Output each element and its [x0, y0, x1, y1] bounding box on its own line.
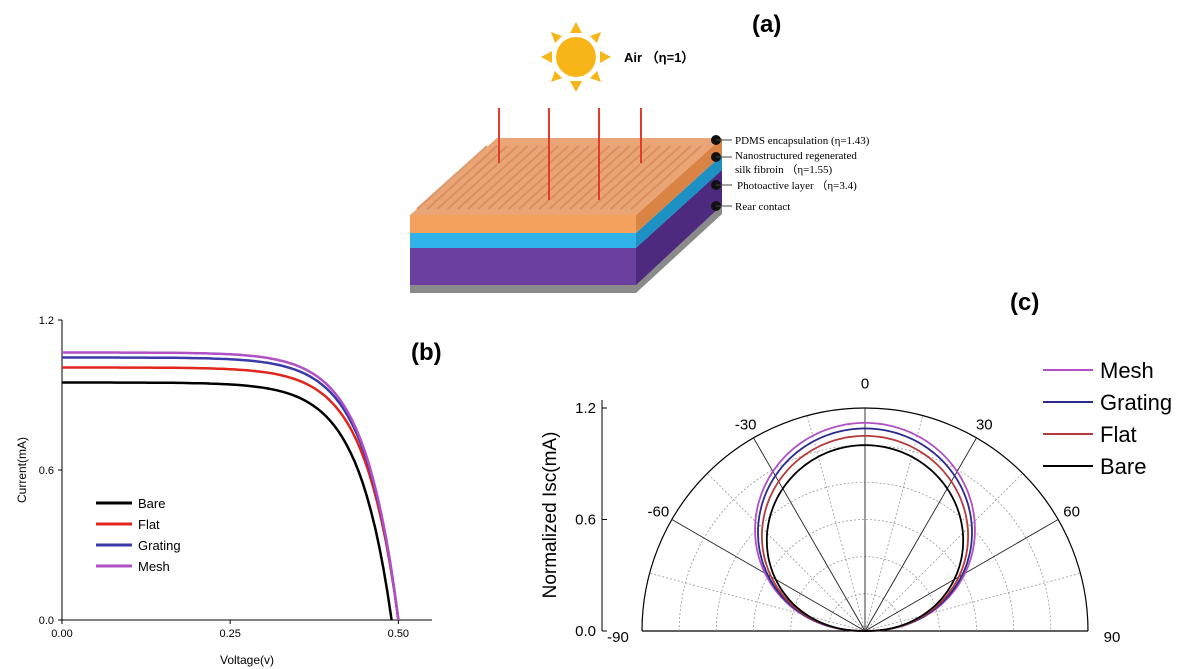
b-legend-label: Grating	[138, 538, 181, 553]
c-legend-label: Bare	[1100, 454, 1146, 479]
light-rays	[498, 108, 642, 200]
b-x-tick-label: 0.25	[219, 628, 240, 640]
c-angle-label: 30	[976, 416, 993, 433]
c-spoke	[707, 473, 866, 632]
c-spoke	[649, 572, 866, 632]
panel-a-label: (a)	[752, 11, 781, 38]
c-grid-arc	[678, 445, 1052, 632]
layer-callouts: PDMS encapsulation (η=1.43) Nanostructur…	[711, 135, 870, 213]
panel-c-label: (c)	[1010, 289, 1039, 316]
b-y-tick-label: 0.0	[39, 615, 54, 627]
c-angle-label: 0	[861, 375, 869, 392]
b-x-axis-label: Voltage(v)	[220, 653, 274, 667]
panel-b-label: (b)	[411, 339, 442, 366]
c-spoke	[806, 415, 866, 632]
c-angle-label: -60	[648, 504, 670, 521]
b-curve-mesh	[62, 351, 400, 621]
c-spoke	[864, 473, 1023, 632]
b-y-tick-label: 0.6	[39, 465, 54, 477]
b-curve-bare	[62, 381, 393, 621]
b-x-tick-label: 0.50	[388, 628, 409, 640]
c-grid-arc	[753, 519, 977, 632]
c-legend-label: Grating	[1100, 390, 1172, 415]
c-y-axis-label: Normalized Isc(mA)	[540, 432, 561, 599]
callout-rear-contact: Rear contact	[735, 201, 790, 213]
c-curve-bare	[765, 444, 965, 632]
c-legend-label: Mesh	[1100, 358, 1154, 383]
c-grid-arc	[827, 593, 903, 632]
b-y-tick-label: 1.2	[39, 315, 54, 327]
c-r-tick-label: 0.0	[575, 623, 596, 640]
device-stack	[410, 138, 722, 293]
c-angle-label: 60	[1063, 504, 1080, 521]
panel-a: (a) Air （η=1）	[410, 11, 870, 293]
panel-b: (b) 0.00 0.25 0.50 0.0 0.6 1.2 Bare Flat Gratin…	[15, 315, 442, 667]
b-legend-label: Mesh	[138, 559, 170, 574]
sun-icon	[541, 22, 611, 92]
c-spoke	[753, 437, 866, 632]
air-label: Air （η=1）	[624, 50, 694, 65]
b-curve-flat	[62, 366, 400, 621]
c-r-tick-label: 0.6	[575, 512, 596, 529]
c-angle-label: 90	[1104, 629, 1121, 646]
c-curve-mesh	[754, 421, 976, 632]
callout-silk-1: Nanostructured regenerated	[735, 150, 857, 162]
b-y-axis-label: Current(mA)	[15, 437, 29, 503]
c-r-tick-label: 1.2	[575, 400, 596, 417]
c-curve-grating	[757, 427, 973, 632]
c-angle-label: -90	[607, 629, 629, 646]
b-x-tick-label: 0.00	[51, 628, 72, 640]
b-legend-label: Flat	[138, 517, 160, 532]
b-curve-grating	[62, 356, 400, 621]
c-spoke	[864, 572, 1081, 632]
iv-plot-area: 0.00 0.25 0.50 0.0 0.6 1.2 Bare Flat Grating Mes…	[39, 315, 432, 640]
c-curve-flat	[761, 434, 969, 632]
callout-photoactive: Photoactive layer （η=3.4)	[737, 179, 857, 192]
callout-silk-2: silk fibroin （η=1.55)	[735, 163, 833, 176]
c-angle-label: -30	[735, 416, 757, 433]
b-legend-label: Bare	[138, 496, 165, 511]
c-legend-label: Flat	[1100, 422, 1137, 447]
panel-c: (c) -90 -60 -30 0 30 60 90 0.0 0.6 1.2 Mesh Gratin…	[540, 289, 1172, 646]
c-spoke	[864, 415, 924, 632]
callout-pdms: PDMS encapsulation (η=1.43)	[735, 135, 870, 147]
c-spoke	[864, 437, 977, 632]
